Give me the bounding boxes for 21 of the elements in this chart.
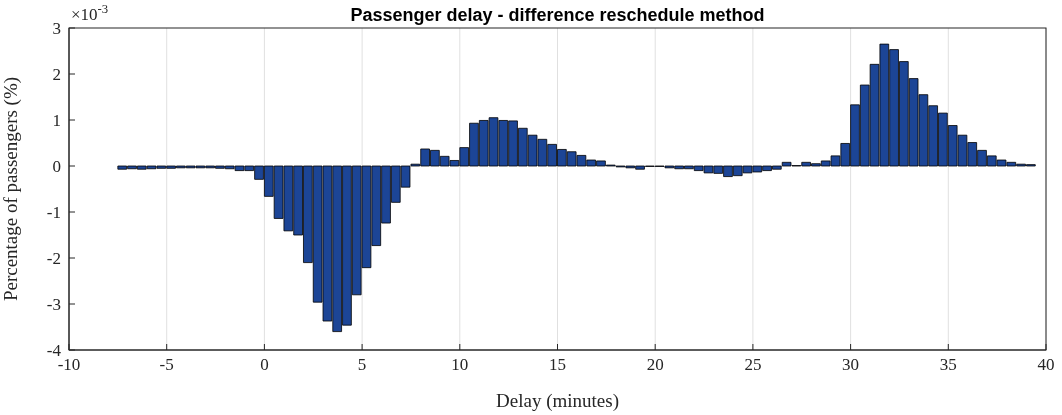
y-tick-label: 3	[52, 19, 61, 39]
y-tick-label: -2	[46, 249, 61, 269]
y-tick-label: 0	[52, 157, 61, 177]
x-tick-label: 0	[260, 355, 269, 375]
y-tick-label: -3	[46, 295, 61, 315]
chart-title: Passenger delay - difference reschedule method	[350, 5, 765, 25]
x-tick-label: 5	[357, 355, 367, 375]
x-tick-label: 20	[646, 355, 664, 375]
y-tick-label: 1	[52, 111, 61, 131]
x-tick-label: -5	[159, 355, 174, 375]
y-axis-title: Percentage of passengers (%)	[0, 76, 22, 302]
x-tick-label: 30	[842, 355, 860, 375]
x-tick-label: 35	[939, 355, 957, 375]
x-tick-label: 10	[451, 355, 469, 375]
text: ×10$^{-3}$	[71, 2, 109, 24]
x-axis-title: Delay (minutes)	[496, 390, 619, 412]
x-tick-label: 40	[1037, 355, 1055, 375]
y-tick-label: 2	[52, 65, 61, 85]
y-tick-label: -1	[46, 203, 61, 223]
x-tick-label: 15	[549, 355, 566, 375]
x-tick-label: 25	[744, 355, 762, 375]
